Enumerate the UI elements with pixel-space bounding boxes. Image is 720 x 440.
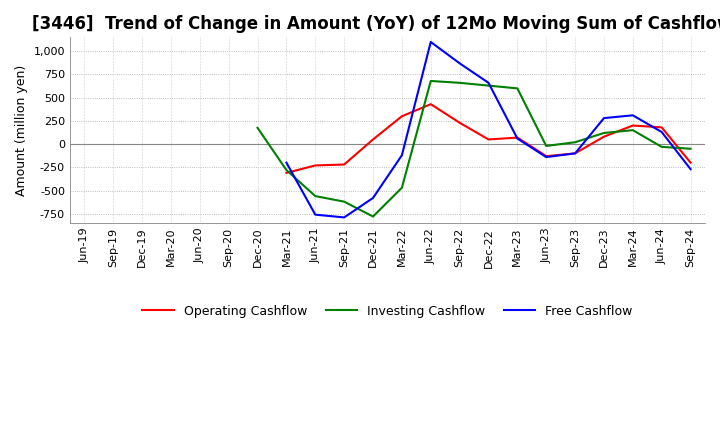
Operating Cashflow — [571, 151, 580, 156]
Free Cashflow — [542, 154, 551, 160]
Free Cashflow — [397, 153, 406, 158]
Operating Cashflow — [369, 137, 377, 142]
Operating Cashflow — [455, 120, 464, 125]
Free Cashflow — [282, 160, 291, 165]
Free Cashflow — [571, 151, 580, 156]
Free Cashflow — [513, 136, 522, 141]
Operating Cashflow — [657, 125, 666, 130]
Investing Cashflow — [340, 199, 348, 204]
Operating Cashflow — [311, 163, 320, 168]
Operating Cashflow — [513, 135, 522, 140]
Investing Cashflow — [397, 185, 406, 191]
Operating Cashflow — [686, 160, 695, 165]
Y-axis label: Amount (million yen): Amount (million yen) — [15, 65, 28, 196]
Free Cashflow — [657, 129, 666, 135]
Operating Cashflow — [600, 134, 608, 139]
Free Cashflow — [629, 113, 637, 118]
Legend: Operating Cashflow, Investing Cashflow, Free Cashflow: Operating Cashflow, Investing Cashflow, … — [138, 300, 637, 323]
Free Cashflow — [686, 166, 695, 172]
Investing Cashflow — [426, 78, 435, 84]
Investing Cashflow — [542, 143, 551, 149]
Free Cashflow — [484, 80, 492, 85]
Line: Investing Cashflow: Investing Cashflow — [258, 81, 690, 216]
Operating Cashflow — [282, 170, 291, 176]
Investing Cashflow — [513, 86, 522, 91]
Investing Cashflow — [369, 214, 377, 219]
Investing Cashflow — [629, 128, 637, 133]
Investing Cashflow — [484, 83, 492, 88]
Line: Free Cashflow: Free Cashflow — [287, 42, 690, 217]
Operating Cashflow — [397, 114, 406, 119]
Investing Cashflow — [253, 125, 262, 131]
Investing Cashflow — [455, 80, 464, 85]
Operating Cashflow — [542, 154, 551, 159]
Investing Cashflow — [282, 168, 291, 173]
Investing Cashflow — [657, 144, 666, 150]
Investing Cashflow — [686, 146, 695, 151]
Operating Cashflow — [629, 123, 637, 128]
Free Cashflow — [311, 212, 320, 217]
Investing Cashflow — [571, 139, 580, 145]
Operating Cashflow — [484, 137, 492, 142]
Free Cashflow — [340, 215, 348, 220]
Operating Cashflow — [340, 162, 348, 167]
Free Cashflow — [600, 115, 608, 121]
Operating Cashflow — [426, 102, 435, 107]
Line: Operating Cashflow: Operating Cashflow — [287, 104, 690, 173]
Investing Cashflow — [600, 130, 608, 136]
Investing Cashflow — [311, 194, 320, 199]
Free Cashflow — [369, 195, 377, 201]
Free Cashflow — [426, 39, 435, 44]
Title: [3446]  Trend of Change in Amount (YoY) of 12Mo Moving Sum of Cashflows: [3446] Trend of Change in Amount (YoY) o… — [32, 15, 720, 33]
Free Cashflow — [455, 61, 464, 66]
